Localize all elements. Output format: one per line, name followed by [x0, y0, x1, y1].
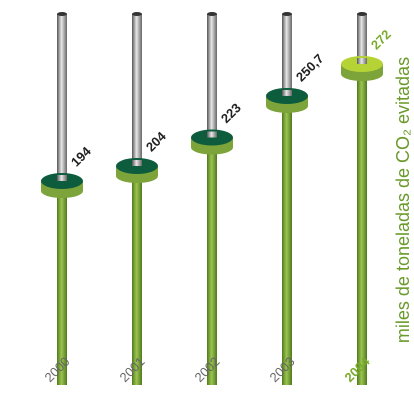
pole-bottom	[282, 99, 292, 385]
pole-cap	[207, 12, 217, 16]
value-label: 204	[143, 128, 169, 154]
pole-through	[207, 131, 217, 138]
pole-top	[57, 14, 67, 185]
pole-top	[282, 14, 292, 100]
pole-top	[357, 14, 367, 68]
pole-top	[207, 14, 217, 142]
value-label: 272	[368, 27, 394, 53]
pole-bottom	[357, 68, 367, 385]
pole-through	[132, 160, 142, 166]
pole-cap	[357, 12, 367, 16]
pole-bottom	[132, 170, 142, 385]
pole-cap	[57, 12, 67, 16]
value-label: 250,7	[293, 51, 327, 85]
pole-top	[132, 14, 142, 170]
value-label: 194	[68, 143, 94, 169]
value-label: 223	[218, 100, 244, 126]
pole-cap	[132, 12, 142, 16]
pole-through	[282, 89, 292, 96]
pole-cap	[282, 12, 292, 16]
pole-bottom	[207, 141, 217, 385]
pole-through	[357, 58, 367, 64]
pole-through	[57, 175, 67, 181]
pole-bottom	[57, 185, 67, 385]
y-axis-label: miles de toneladas de CO₂ evitadas	[393, 57, 413, 343]
